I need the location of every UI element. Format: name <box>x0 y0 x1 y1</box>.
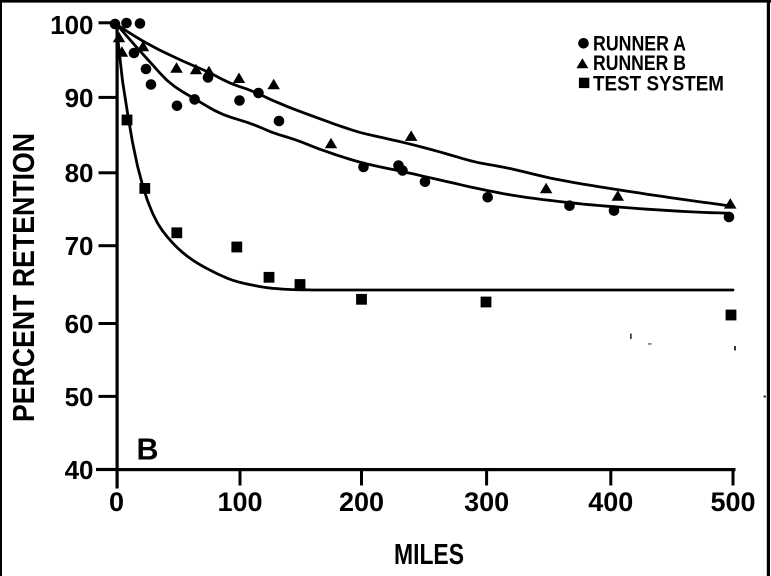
svg-text:50: 50 <box>65 382 94 412</box>
svg-text:300: 300 <box>464 487 509 517</box>
svg-text:200: 200 <box>339 487 384 517</box>
svg-text:100: 100 <box>217 487 262 517</box>
svg-text:500: 500 <box>710 487 755 517</box>
svg-text:B: B <box>137 433 159 467</box>
svg-text:400: 400 <box>588 487 633 517</box>
svg-text:40: 40 <box>65 455 94 485</box>
svg-text:70: 70 <box>65 231 94 261</box>
svg-text:60: 60 <box>65 309 94 339</box>
svg-text:RUNNER B: RUNNER B <box>593 52 686 75</box>
svg-text:TEST SYSTEM: TEST SYSTEM <box>593 72 724 95</box>
svg-text:MILES: MILES <box>394 539 464 571</box>
svg-text:PERCENT RETENTION: PERCENT RETENTION <box>6 133 41 422</box>
svg-text:80: 80 <box>65 158 94 188</box>
svg-text:RUNNER A: RUNNER A <box>593 32 686 55</box>
svg-text:90: 90 <box>65 83 94 113</box>
svg-text:100: 100 <box>50 10 93 40</box>
svg-text:0: 0 <box>109 487 124 517</box>
